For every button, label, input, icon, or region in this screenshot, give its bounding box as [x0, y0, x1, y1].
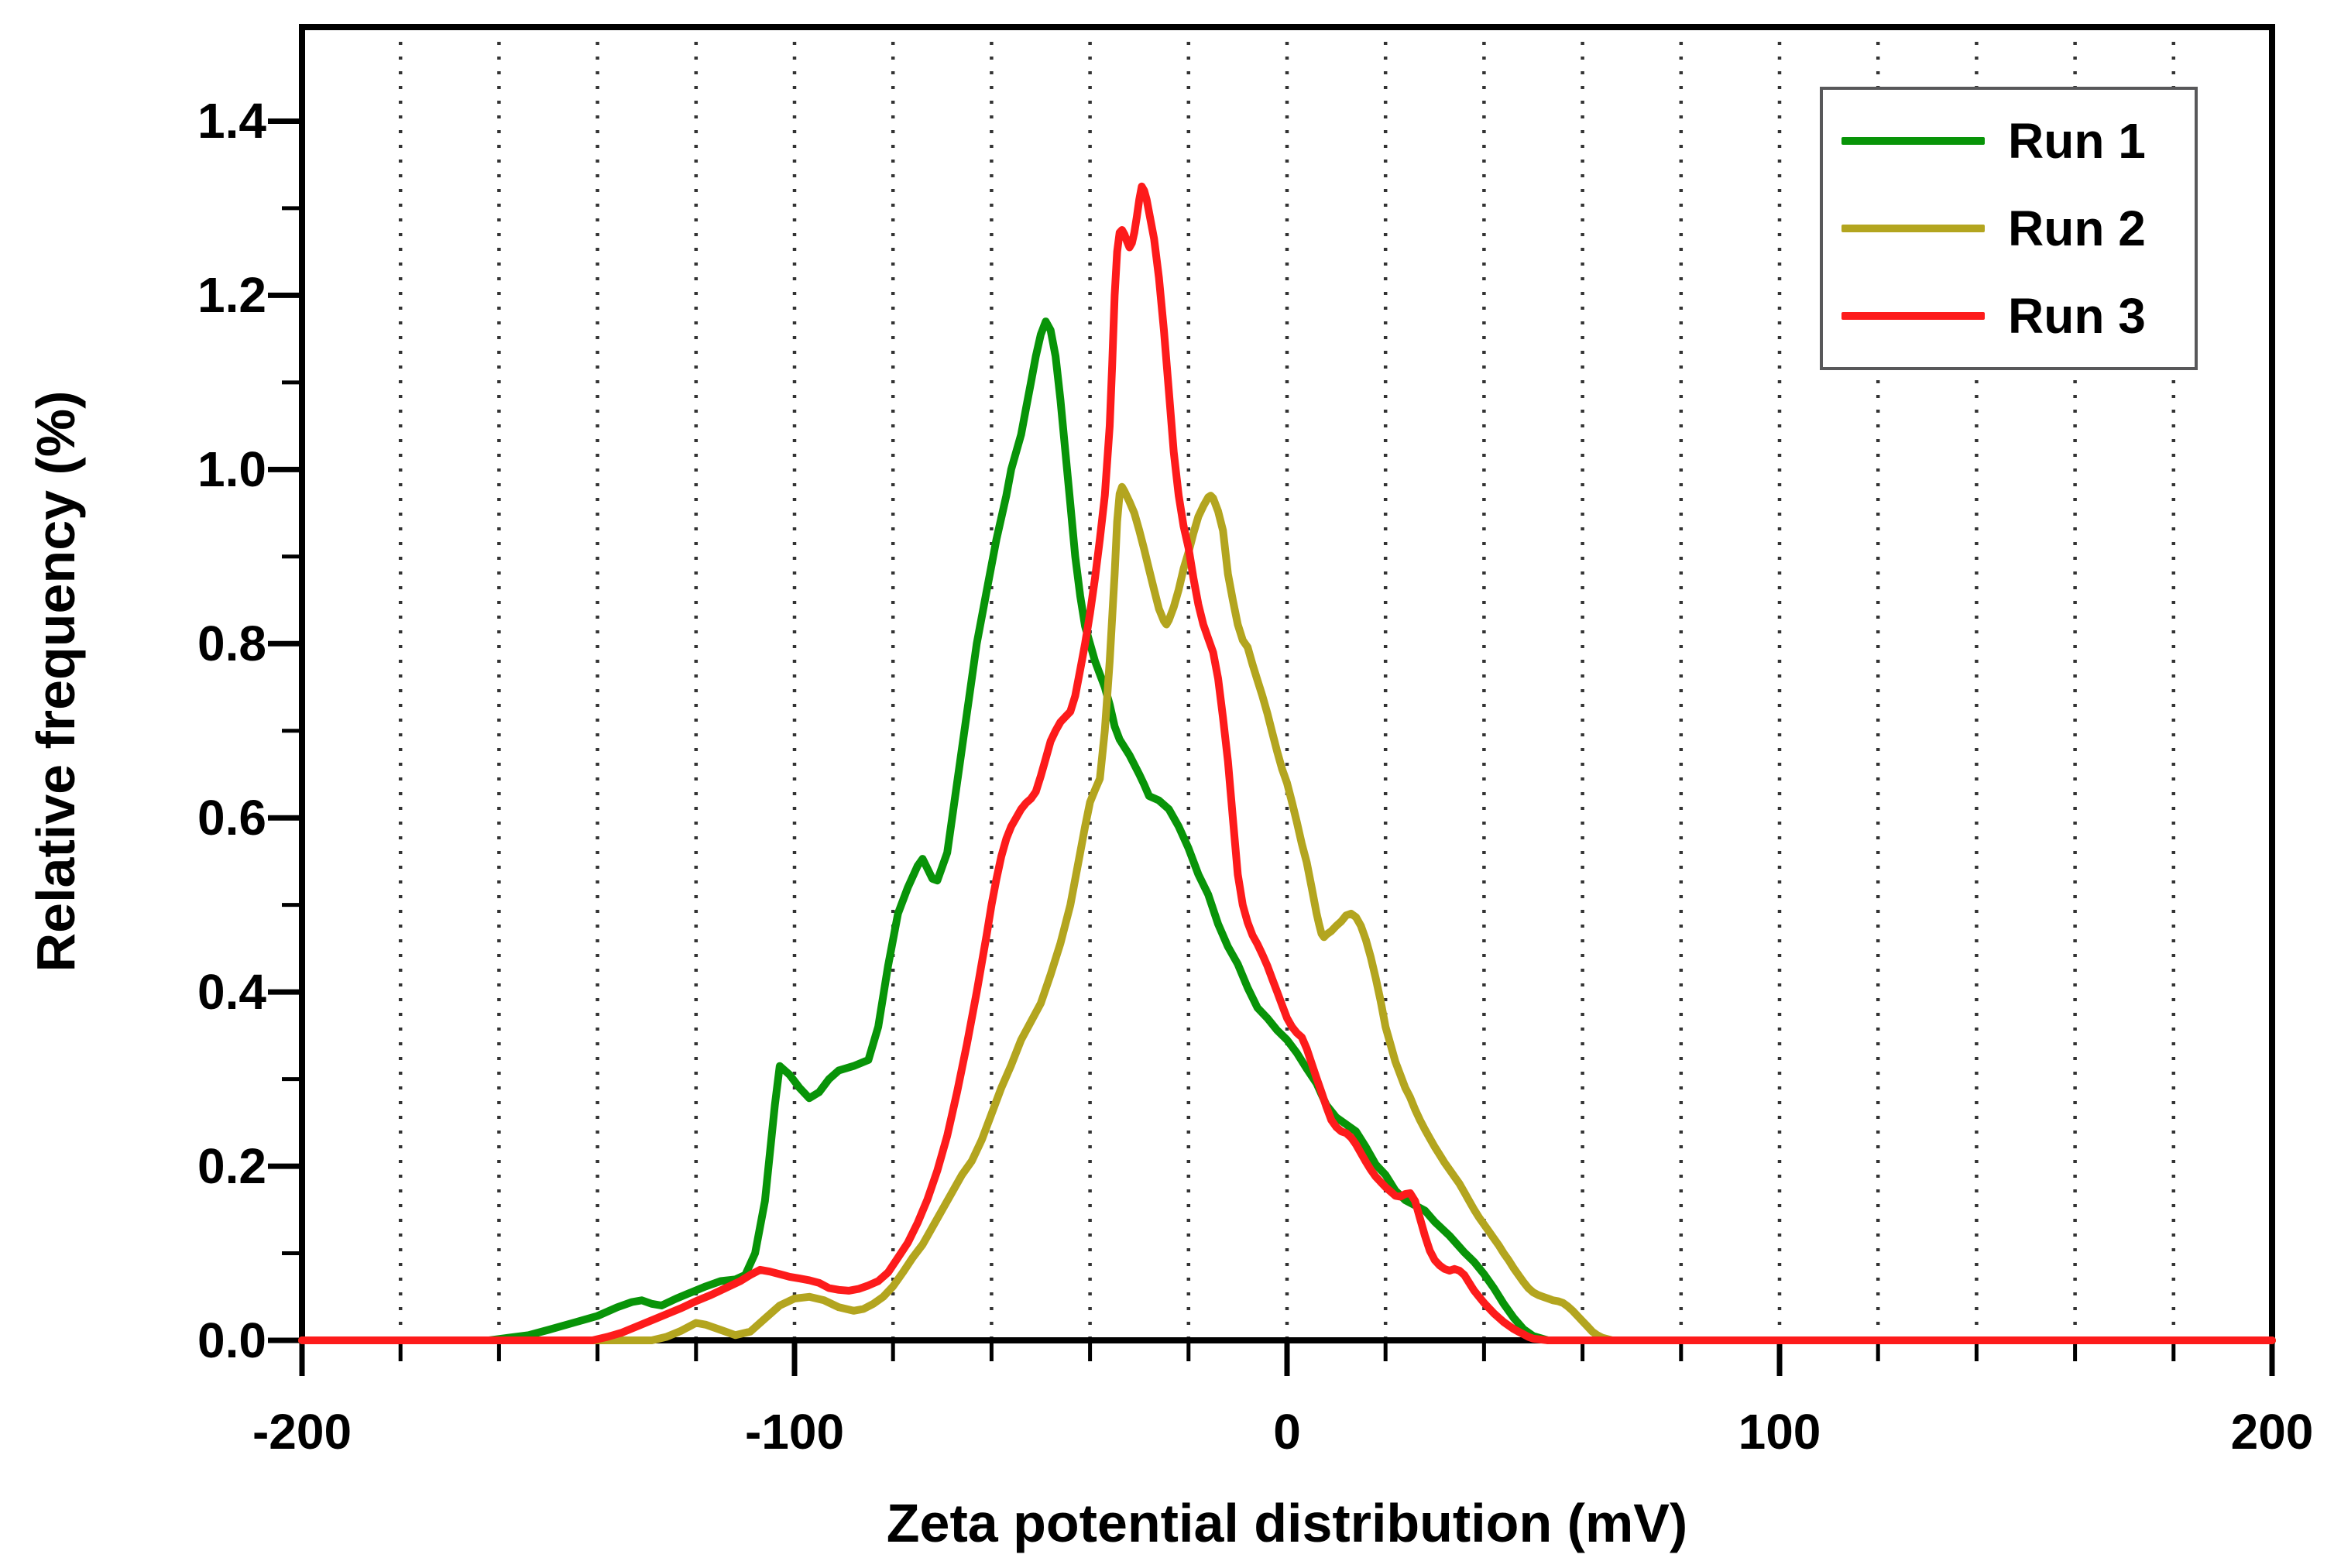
- y-tick-label: 1.4: [197, 93, 266, 149]
- y-tick-label: 0.6: [197, 790, 266, 846]
- y-axis-title: Relative frequency (%): [26, 390, 86, 973]
- run2-line-swatch: [1841, 224, 1985, 232]
- y-tick-label: 0.2: [197, 1138, 266, 1195]
- legend-label-run1: Run 1: [2008, 113, 2146, 170]
- legend-label-run3: Run 3: [2008, 287, 2146, 344]
- x-tick-label: 100: [1738, 1404, 1821, 1460]
- legend-item-run2: Run 2: [1841, 204, 2176, 253]
- y-tick-label: 0.4: [197, 964, 266, 1021]
- series-line-run1: [298, 317, 2276, 1344]
- run3-line-swatch: [1841, 311, 1985, 320]
- y-tick-label: 1.2: [197, 267, 266, 324]
- legend-item-run1: Run 1: [1841, 116, 2176, 166]
- x-tick-label: 200: [2230, 1404, 2314, 1460]
- x-tick-label: -100: [744, 1404, 845, 1460]
- y-tick-label: 1.0: [197, 441, 266, 498]
- run1-line-swatch: [1841, 137, 1985, 146]
- x-axis-title: Zeta potential distribution (mV): [886, 1493, 1688, 1553]
- y-tick-label: 0.0: [197, 1312, 266, 1368]
- series-line-run3: [298, 182, 2276, 1344]
- x-tick-label: 0: [1273, 1404, 1301, 1460]
- legend: Run 1 Run 2 Run 3: [1820, 87, 2198, 370]
- series-line-run2: [298, 482, 2276, 1344]
- legend-label-run2: Run 2: [2008, 200, 2146, 256]
- y-tick-label: 0.8: [197, 616, 266, 672]
- x-tick-label: -200: [252, 1404, 352, 1460]
- legend-item-run3: Run 3: [1841, 291, 2176, 341]
